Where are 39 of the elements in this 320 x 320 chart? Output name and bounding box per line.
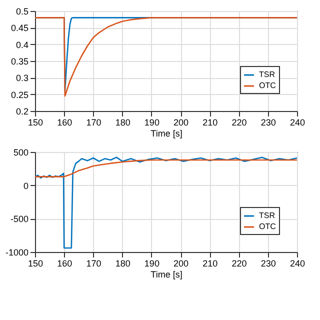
y-tick-label: 0.5 [16,6,28,16]
y-tick-label: 0.3 [16,73,28,84]
x-tick-label: 240 [290,258,306,268]
y-tick-label: 500 [13,148,28,158]
x-tick-label: 190 [144,118,160,128]
x-tick-label: 160 [57,118,72,128]
x-tick-label: 170 [86,118,102,128]
y-tick-label: 0.45 [10,23,28,34]
y-tick-label: -1000 [5,248,28,258]
x-tick-label: 210 [202,258,218,268]
y-tick-label: 0.35 [10,56,28,66]
x-tick-label: 230 [260,118,276,128]
y-tick-label: 0.2 [16,106,28,116]
x-tick-label: 160 [57,258,72,268]
x-tick-label: 220 [232,118,247,128]
x-tick-label: 150 [28,258,44,268]
legend-label: OTC [259,81,276,90]
x-tick-label: 200 [174,118,189,128]
x-tick-label: 230 [260,258,276,268]
x-tick-label: 190 [144,258,160,268]
legend-label: OTC [259,222,276,231]
legend-label: TSR [259,70,276,79]
x-tick-label: 180 [115,258,130,268]
x-tick-label: 180 [115,118,130,128]
x-tick-label: 210 [202,118,218,128]
x-axis-title: Time [s] [150,270,182,280]
x-tick-label: 240 [290,118,306,128]
y-tick-label: 0 [23,180,28,191]
y-tick-label: 0.4 [16,40,28,50]
x-axis-title: Time [s] [150,128,182,138]
x-tick-label: 200 [174,258,189,268]
legend-label: TSR [259,211,276,220]
line-series [34,156,298,249]
y-tick-label: 0.25 [10,90,28,100]
x-tick-label: 150 [28,118,44,128]
x-tick-label: 170 [86,258,102,268]
line-series [34,159,298,178]
y-tick-label: -500 [10,214,28,224]
x-tick-label: 220 [232,258,247,268]
